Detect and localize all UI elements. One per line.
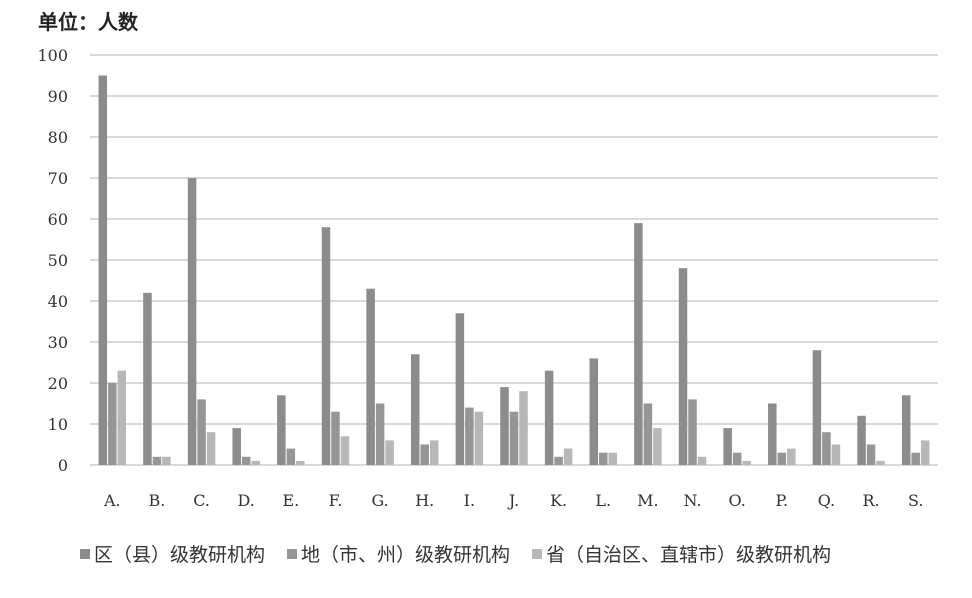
bar-q-series-0 (812, 350, 822, 465)
x-tick-label: K. (550, 491, 567, 510)
bar-o-series-1 (732, 452, 742, 465)
legend-label-province: 省（自治区、直辖市）级教研机构 (546, 544, 832, 566)
x-tick-label: O. (729, 491, 746, 510)
bar-b-series-1 (152, 456, 162, 465)
legend-swatch-city (287, 548, 298, 559)
bar-c-series-0 (187, 178, 197, 465)
bar-h-series-0 (410, 354, 420, 465)
y-tick-label: 90 (48, 87, 68, 106)
legend-label-city: 地（市、州）级教研机构 (301, 544, 511, 566)
x-tick-label: C. (193, 491, 210, 510)
bar-d-series-2 (251, 460, 260, 465)
y-tick-label: 70 (48, 169, 68, 188)
bar-i-series-2 (474, 411, 484, 465)
bar-j-series-1 (509, 411, 519, 465)
bar-a-series-2 (117, 370, 127, 465)
bar-n-series-2 (697, 456, 707, 465)
bar-g-series-0 (366, 288, 375, 465)
x-tick-label: A. (103, 491, 121, 510)
bar-i-series-0 (455, 313, 465, 465)
y-tick-label: 50 (48, 251, 68, 270)
bar-f-series-1 (331, 411, 340, 465)
x-tick-label: M. (637, 491, 658, 510)
x-tick-label: S. (908, 491, 923, 510)
bar-g-series-2 (385, 440, 394, 465)
y-tick-label: 40 (48, 292, 68, 311)
bar-k-series-2 (563, 448, 573, 465)
bar-c-series-2 (206, 432, 216, 465)
legend-item-county: 区（县）级教研机构 (80, 540, 265, 567)
bar-o-series-2 (742, 460, 751, 465)
x-tick-label: J. (507, 491, 519, 510)
y-tick-label: 0 (58, 456, 68, 475)
bar-k-series-1 (554, 456, 563, 465)
legend-item-province: 省（自治区、直辖市）级教研机构 (532, 540, 831, 567)
bar-s-series-0 (901, 395, 911, 465)
bar-r-series-1 (866, 444, 876, 465)
bar-f-series-0 (321, 227, 331, 465)
legend-swatch-province (532, 548, 543, 559)
y-tick-label: 80 (48, 128, 68, 147)
legend-swatch-county (80, 548, 90, 559)
bar-m-series-1 (643, 403, 653, 465)
bar-e-series-0 (277, 395, 286, 465)
bar-n-series-1 (688, 399, 697, 465)
x-tick-label: Q. (818, 491, 835, 510)
bar-k-series-0 (544, 370, 554, 465)
x-tick-label: H. (415, 491, 434, 510)
x-tick-label: L. (595, 491, 611, 510)
bar-l-series-1 (599, 452, 608, 465)
bar-e-series-2 (296, 460, 305, 465)
x-tick-label: G. (371, 491, 388, 510)
x-tick-label: D. (238, 491, 255, 510)
bar-chart: 0 10 20 30 40 50 60 70 80 90 100 A. B. C. D. E. F. G. H. I.… (37, 46, 938, 510)
bar-l-series-2 (608, 452, 618, 465)
bar-i-series-1 (465, 407, 474, 465)
bar-m-series-0 (634, 223, 643, 465)
x-tick-label: R. (862, 491, 879, 510)
bar-e-series-1 (286, 448, 296, 465)
bar-q-series-1 (822, 432, 831, 465)
bar-j-series-0 (500, 387, 509, 465)
y-tick-label: 20 (48, 374, 68, 393)
y-tick-label: 60 (48, 210, 68, 229)
bar-n-series-0 (678, 268, 688, 465)
bar-h-series-1 (420, 444, 429, 465)
bar-s-series-2 (920, 440, 930, 465)
bar-r-series-2 (876, 460, 885, 465)
bar-d-series-0 (232, 428, 241, 465)
bar-c-series-1 (197, 399, 206, 465)
bar-b-series-2 (162, 456, 171, 465)
bar-b-series-0 (143, 292, 152, 465)
x-tick-label: B. (149, 491, 166, 510)
bar-p-series-1 (777, 452, 787, 465)
bar-r-series-0 (857, 415, 866, 465)
y-tick-label: 100 (37, 46, 68, 65)
x-tick-label: P. (775, 491, 788, 510)
legend: 区（县）级教研机构 地（市、州）级教研机构 省（自治区、直辖市）级教研机构 (80, 540, 831, 567)
bar-g-series-1 (375, 403, 385, 465)
bar-a-series-1 (108, 383, 117, 465)
legend-item-city: 地（市、州）级教研机构 (287, 540, 510, 567)
bar-h-series-2 (429, 440, 439, 465)
bar-o-series-0 (723, 428, 732, 465)
bar-a-series-0 (98, 75, 108, 465)
x-tick-label: F. (329, 491, 343, 510)
y-tick-label: 10 (48, 415, 68, 434)
x-tick-label: N. (683, 491, 701, 510)
bar-p-series-2 (787, 448, 796, 465)
bar-l-series-0 (589, 358, 599, 465)
bar-p-series-0 (768, 403, 777, 465)
legend-label-county: 区（县）级教研机构 (94, 544, 266, 566)
bar-q-series-2 (831, 444, 841, 465)
bar-m-series-2 (653, 428, 662, 465)
bar-s-series-1 (911, 452, 920, 465)
bar-j-series-2 (519, 391, 528, 465)
bar-d-series-1 (241, 456, 251, 465)
x-tick-label: E. (282, 491, 299, 510)
y-tick-label: 30 (48, 333, 68, 352)
unit-label: 单位：人数 (38, 10, 138, 34)
x-tick-label: I. (464, 491, 475, 510)
bar-f-series-2 (340, 436, 350, 465)
